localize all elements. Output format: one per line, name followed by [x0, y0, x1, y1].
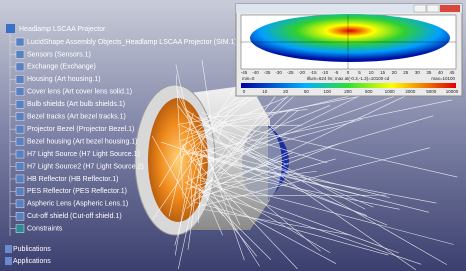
tree-item: Sensors (Sensors.1) — [27, 51, 91, 58]
tree-footer-item: Publications — [13, 246, 51, 253]
x-tick-label: -10 — [322, 70, 329, 75]
tree-item: H7 Light Source2 (H7 Light Source.2) — [27, 163, 144, 170]
x-tick-label: 40 — [438, 70, 444, 75]
x-tick-label: 20 — [392, 70, 398, 75]
close-button[interactable] — [440, 5, 460, 12]
maximize-button[interactable] — [427, 5, 439, 12]
x-tick-label: 30 — [415, 70, 421, 75]
tree-icon — [16, 38, 24, 46]
tree-icon — [16, 212, 24, 220]
scale-label: 20 — [283, 89, 289, 94]
tree-icon — [16, 63, 24, 71]
tree-icon — [5, 245, 12, 253]
tree-item: HB Reflector (HB Reflector.1) — [27, 176, 118, 183]
scale-label: 10 — [262, 89, 268, 94]
tree-item: Aspheric Lens (Aspheric Lens.1) — [27, 201, 128, 208]
scale-label: 1000 — [385, 89, 396, 94]
tree-icon — [16, 138, 24, 146]
tree-icon — [16, 225, 24, 233]
x-tick-label: 45 — [449, 70, 455, 75]
tree-icon — [16, 150, 24, 158]
tree-icon — [16, 88, 24, 96]
x-tick-label: 35 — [426, 70, 432, 75]
tree-icon — [16, 50, 24, 58]
x-tick-label: 25 — [403, 70, 409, 75]
scale-label: 5000 — [426, 89, 437, 94]
screen: Headlamp LSCAA Projector LucidShape Assem… — [0, 0, 466, 271]
tree-icon — [16, 100, 24, 108]
x-tick-label: -15 — [310, 70, 317, 75]
tree-item: Exchange (Exchange) — [27, 64, 96, 71]
tree-icon — [16, 175, 24, 183]
result-window — [236, 4, 462, 96]
tree-icon — [16, 187, 24, 195]
status-right: max=10100 — [431, 76, 455, 81]
x-tick-label: -35 — [264, 70, 271, 75]
status-center: Illum=624 lm; max at(-0.3,-1.3)=10100 cd — [307, 76, 390, 81]
x-tick-label: -5 — [334, 70, 338, 75]
scale-label: 500 — [365, 89, 373, 94]
tree-icon — [5, 257, 12, 265]
tree-item: Cover lens (Art cover lens solid.1) — [27, 89, 132, 96]
tree-icon — [16, 75, 24, 83]
tree-item: Housing (Art housing.1) — [27, 76, 101, 83]
tree-root: Headlamp LSCAA Projector — [19, 26, 106, 33]
tree-footer-item: Applications — [13, 258, 51, 265]
tree-item: Constraints — [27, 226, 63, 233]
tree-icon — [16, 113, 24, 121]
tree-item: Bezel housing (Art bezel housing.1) — [27, 138, 138, 145]
x-tick-label: -45 — [241, 70, 248, 75]
status-left: min=0 — [242, 76, 255, 81]
tree-icon — [6, 24, 15, 33]
scale-label: 2000 — [405, 89, 416, 94]
tree-icon — [16, 125, 24, 133]
scale-label: 200 — [344, 89, 352, 94]
tree-icon — [16, 200, 24, 208]
tree-item: LucidShape Assembly Objects_Headlamp LSC… — [27, 39, 237, 46]
tree-item: H7 Light Source (H7 Light Source.1) — [27, 151, 140, 158]
x-tick-label: -25 — [287, 70, 294, 75]
tree-icon — [16, 163, 24, 171]
tree-item: Bulb shields (Art bulb shields.1) — [27, 101, 125, 108]
minimize-button[interactable] — [414, 5, 426, 12]
color-scale — [241, 83, 456, 88]
tree-item: Projector Bezel (Projector Bezel.1) — [27, 126, 134, 133]
x-tick-label: -30 — [275, 70, 282, 75]
x-tick-label: -40 — [252, 70, 259, 75]
scale-label: 50 — [304, 89, 310, 94]
tree-item: PES Reflector (PES Reflector.1) — [27, 188, 127, 195]
x-tick-label: 15 — [380, 70, 386, 75]
intensity-map — [250, 14, 450, 62]
scale-label: 100 — [323, 89, 331, 94]
x-tick-label: -20 — [299, 70, 306, 75]
tree-item: Bezel tracks (Art bezel tracks.1) — [27, 114, 126, 121]
scale-label: 10000 — [446, 89, 459, 94]
x-tick-label: 10 — [369, 70, 375, 75]
tree-item: Cut-off shield (Cut-off shield.1) — [27, 213, 122, 220]
